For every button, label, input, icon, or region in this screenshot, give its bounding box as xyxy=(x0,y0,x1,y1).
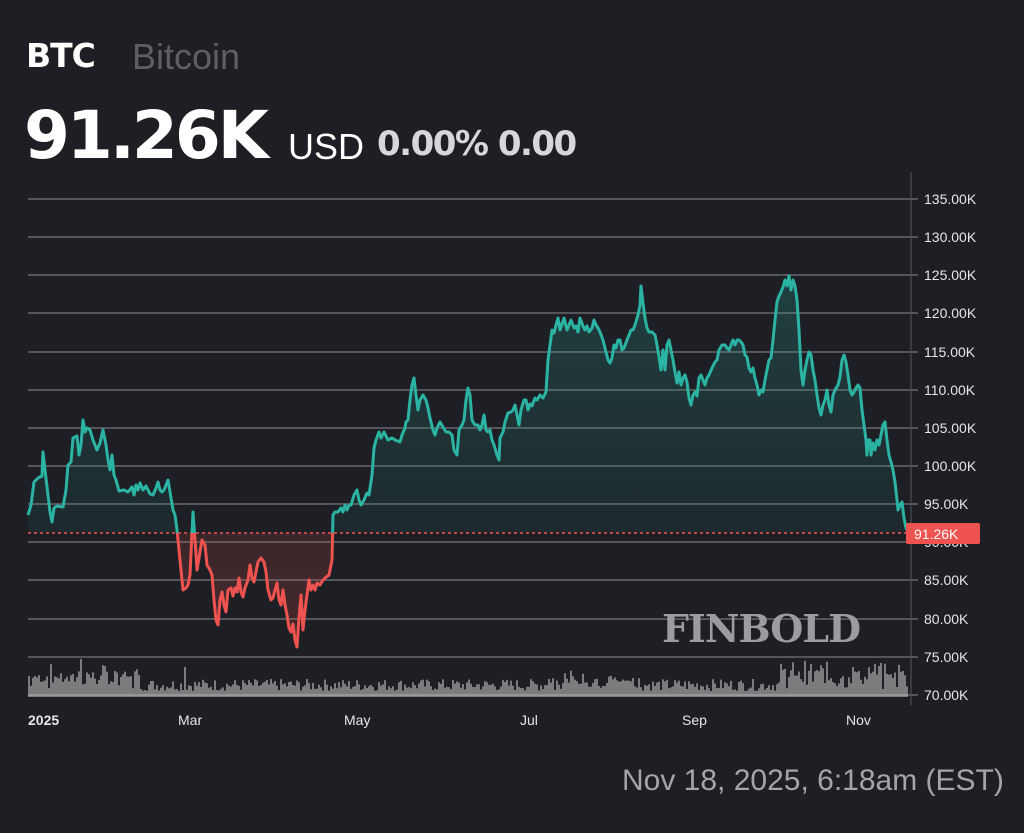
x-axis-labels: 2025 Mar May Jul Sep Nov xyxy=(28,712,871,728)
y-axis-labels: 135.00K 130.00K 125.00K 120.00K 115.00K … xyxy=(924,191,977,703)
svg-text:91.26K: 91.26K xyxy=(914,526,959,542)
ticker-symbol: BTC xyxy=(26,36,96,75)
y-tick: 110.00K xyxy=(924,382,976,398)
current-price: 91.26K xyxy=(24,97,269,174)
price-change: 0.00% 0.00 xyxy=(377,124,577,164)
y-tick: 120.00K xyxy=(924,305,977,321)
timestamp: Nov 18, 2025, 6:18am (EST) xyxy=(622,764,1004,797)
y-tick: 70.00K xyxy=(924,687,969,703)
volume-bars xyxy=(28,659,908,697)
price-area-up xyxy=(28,276,910,533)
y-tick: 80.00K xyxy=(924,611,969,627)
price-line-down xyxy=(175,533,910,649)
finbold-watermark: FINBOLD xyxy=(662,606,860,651)
price-line-up xyxy=(26,274,911,533)
y-tick: 100.00K xyxy=(924,458,977,474)
x-tick: 2025 xyxy=(28,712,59,728)
y-tick: 95.00K xyxy=(924,496,969,512)
x-tick: Sep xyxy=(682,712,707,728)
x-tick: May xyxy=(344,712,370,728)
y-tick: 115.00K xyxy=(924,344,976,360)
change-absolute: 0.00 xyxy=(497,124,577,164)
x-tick: Mar xyxy=(178,712,202,728)
y-tick: 105.00K xyxy=(924,420,977,436)
y-tick: 135.00K xyxy=(924,191,977,207)
x-tick: Jul xyxy=(520,712,538,728)
current-price-tag: 91.26K xyxy=(906,523,980,544)
currency-label: USD xyxy=(288,126,365,167)
change-percent: 0.00% xyxy=(377,124,489,164)
y-tick: 85.00K xyxy=(924,572,969,588)
y-tick: 75.00K xyxy=(924,649,969,665)
x-tick: Nov xyxy=(846,712,871,728)
price-area-down xyxy=(28,533,910,647)
y-tick: 130.00K xyxy=(924,229,977,245)
asset-name: Bitcoin xyxy=(132,36,241,77)
y-tick: 125.00K xyxy=(924,267,977,283)
